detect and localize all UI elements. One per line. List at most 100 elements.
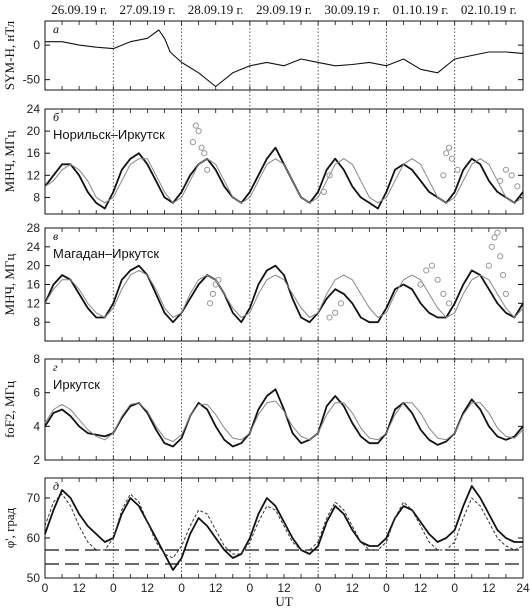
- scatter-point: [445, 300, 453, 307]
- y-tick-label: 20: [27, 259, 41, 273]
- scatter-point: [502, 290, 510, 298]
- x-tick-label: 12: [482, 581, 496, 595]
- scatter-point: [491, 234, 498, 241]
- y-tick-label: -50: [23, 73, 41, 87]
- date-label: 29.09.19 г.: [256, 2, 312, 17]
- scatter-point: [494, 229, 501, 236]
- scatter-point: [448, 155, 455, 162]
- scatter-point: [508, 172, 515, 179]
- y-axis-label: SYM-H, нТл: [2, 20, 17, 90]
- x-tick-label: 24: [516, 581, 530, 595]
- scatter-point: [440, 172, 447, 179]
- scatter-point: [499, 271, 507, 279]
- y-axis-label: МНЧ, МГц: [2, 253, 17, 315]
- scatter-point: [204, 166, 211, 173]
- y-tick-label: 16: [27, 278, 41, 292]
- scatter-point: [454, 166, 461, 173]
- scatter-point: [337, 300, 345, 307]
- x-tick-label: 12: [346, 581, 360, 595]
- x-axis-label: UT: [275, 594, 292, 609]
- y-tick-label: 24: [27, 102, 41, 116]
- y-tick-label: 28: [27, 221, 41, 235]
- x-tick-label: 0: [315, 581, 322, 595]
- series-line-model: [44, 400, 524, 442]
- x-tick-label: 0: [178, 581, 185, 595]
- x-tick-label: 12: [141, 581, 155, 595]
- scatter-point: [428, 262, 436, 269]
- x-tick-label: 0: [42, 581, 49, 595]
- panel-letter: а: [53, 22, 59, 36]
- station-label: Норильск–Иркутск: [53, 127, 165, 142]
- series-line-main: [45, 29, 524, 88]
- panel-letter: в: [53, 229, 58, 243]
- station-label: Иркутск: [53, 377, 100, 392]
- scatter-point: [434, 276, 441, 283]
- series-line-model: [44, 269, 524, 318]
- series-line-model: [44, 158, 524, 204]
- scatter-point: [192, 122, 199, 129]
- date-label: 26.09.19 г.: [51, 2, 107, 17]
- y-tick-label: 8: [33, 352, 40, 366]
- scatter-point: [423, 267, 430, 274]
- scatter-point: [195, 128, 202, 135]
- scatter-point: [212, 281, 219, 288]
- y-axis-label: МНЧ, МГц: [2, 130, 17, 192]
- scatter-point: [215, 276, 222, 283]
- scatter-point: [485, 262, 492, 269]
- x-tick-label: 0: [110, 581, 117, 595]
- y-tick-label: 24: [27, 240, 41, 254]
- y-tick-label: 70: [27, 491, 41, 505]
- x-tick-label: 12: [209, 581, 223, 595]
- y-axis-label: foF2, МГц: [2, 381, 17, 438]
- scatter-point: [198, 144, 205, 151]
- y-axis-label: φ', град: [2, 507, 17, 548]
- date-label: 01.10.19 г.: [393, 2, 449, 17]
- scatter-point: [488, 243, 495, 250]
- y-tick-label: 16: [27, 146, 41, 160]
- scatter-point: [440, 290, 447, 298]
- y-tick-label: 50: [27, 571, 41, 585]
- y-tick-label: 12: [27, 168, 41, 182]
- y-tick-label: 20: [27, 124, 41, 138]
- y-tick-label: 2: [33, 453, 40, 467]
- scatter-point: [514, 183, 521, 190]
- panel-letter: д: [53, 479, 59, 493]
- panel-letter: г: [53, 360, 58, 374]
- x-tick-label: 0: [383, 581, 390, 595]
- scatter-point: [320, 188, 327, 195]
- y-tick-label: 12: [27, 296, 41, 310]
- x-tick-label: 12: [414, 581, 428, 595]
- y-tick-label: 6: [33, 386, 40, 400]
- scatter-point: [497, 253, 504, 260]
- series-line-observed: [44, 388, 524, 448]
- scatter-point: [189, 139, 197, 146]
- date-label: 27.09.19 г.: [119, 2, 175, 17]
- x-tick-label: 0: [451, 581, 458, 595]
- y-tick-label: 60: [27, 531, 41, 545]
- scatter-point: [326, 314, 333, 321]
- series-line-solid: [44, 485, 523, 571]
- y-tick-label: 8: [33, 190, 40, 204]
- series-line-observed: [44, 264, 524, 324]
- scatter-point: [497, 177, 504, 184]
- date-label: 30.09.19 г.: [324, 2, 380, 17]
- scatter-point: [201, 150, 208, 157]
- series-line-dashed: [44, 493, 524, 559]
- scatter-point: [206, 300, 214, 307]
- y-tick-label: 8: [33, 315, 40, 329]
- x-tick-label: 12: [277, 581, 291, 595]
- scatter-point: [417, 281, 424, 288]
- scatter-point: [445, 144, 453, 151]
- date-label: 28.09.19 г.: [188, 2, 244, 17]
- scatter-point: [209, 290, 216, 298]
- panel-frame: [44, 227, 524, 342]
- scatter-point: [326, 172, 333, 179]
- x-tick-label: 12: [72, 581, 86, 595]
- panel-frame: [44, 20, 524, 91]
- y-tick-label: 0: [33, 38, 40, 52]
- scatter-point: [332, 309, 339, 316]
- station-label: Магадан–Иркутск: [53, 246, 159, 261]
- x-tick-label: 0: [247, 581, 254, 595]
- panel-letter: б: [53, 110, 60, 124]
